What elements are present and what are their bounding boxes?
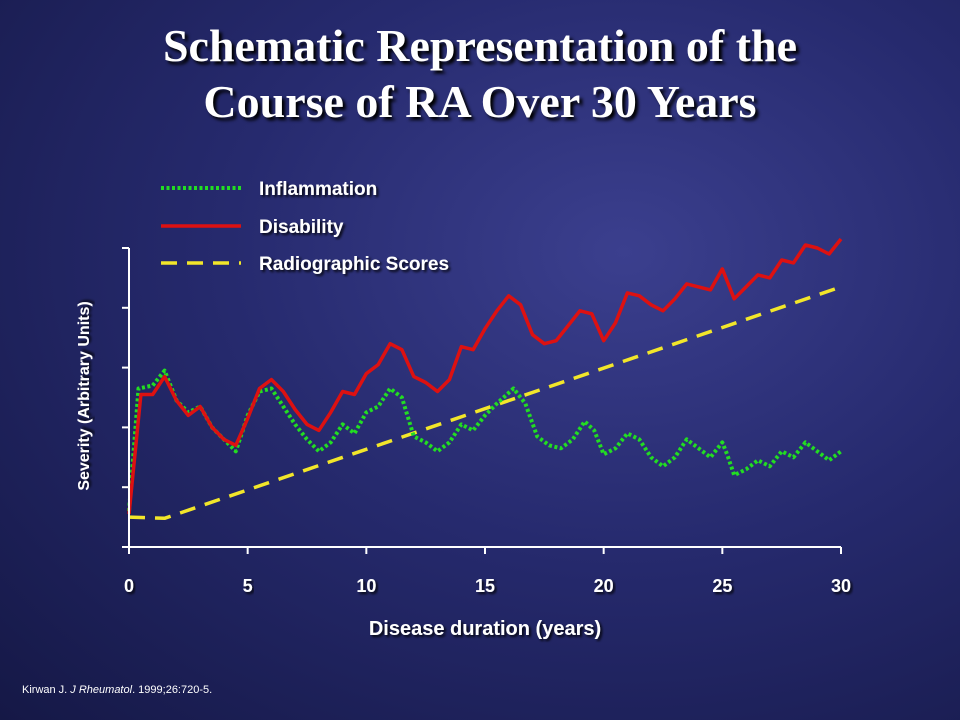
citation: Kirwan J. J Rheumatol. 1999;26:720-5. — [22, 684, 212, 696]
x-tick-label: 15 — [475, 576, 495, 596]
citation-author: Kirwan J. — [22, 684, 71, 696]
x-tick-label: 0 — [124, 576, 134, 596]
x-tick-label: 20 — [594, 576, 614, 596]
axes-layer: 0 5 10 15 20 25 30 Disease duration (years) Seve… — [76, 247, 851, 640]
y-axis-title: Severity (Arbitrary Units) — [76, 301, 93, 490]
chart-legend: Inflammation Disability Radiographic Score… — [161, 179, 449, 275]
radiographic-scores-series-line — [128, 285, 842, 521]
series-layer — [127, 237, 843, 521]
disability-series-line — [127, 237, 843, 515]
x-axis-title: Disease duration (years) — [369, 618, 601, 640]
legend-label-disability: Disability — [259, 217, 344, 238]
title-line-1: Schematic Representation of the — [162, 20, 798, 71]
title-line-2: Course of RA Over 30 Years — [203, 76, 757, 127]
x-tick-label: 25 — [712, 576, 732, 596]
slide-title: Schematic Representation of the Course o… — [0, 18, 960, 130]
x-tick-label: 30 — [831, 576, 851, 596]
x-tick-label: 10 — [356, 576, 376, 596]
citation-journal: J Rheumatol — [70, 684, 133, 696]
inflammation-series-line — [127, 368, 843, 512]
citation-rest: . 1999;26:720-5. — [132, 684, 213, 696]
x-tick-label: 5 — [243, 576, 253, 596]
legend-label-radiographic-scores: Radiographic Scores — [259, 254, 449, 275]
legend-label-inflammation: Inflammation — [259, 179, 377, 200]
